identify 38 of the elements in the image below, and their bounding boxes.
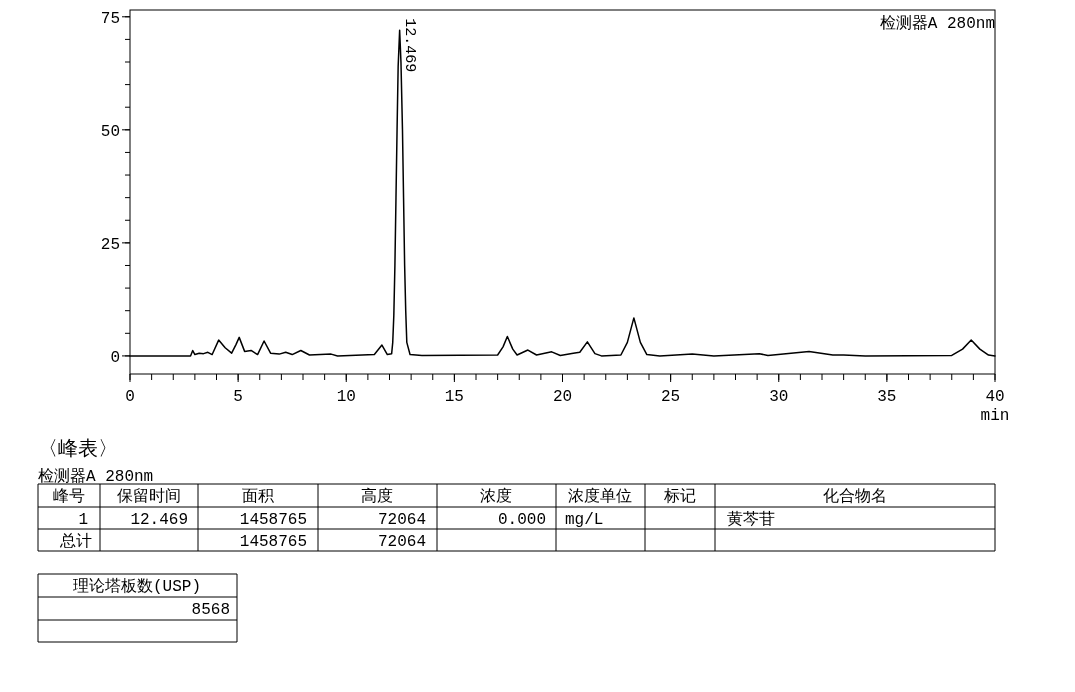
- text: 1458765: [239, 533, 307, 551]
- text: 1: [78, 511, 88, 529]
- text: 浓度单位: [568, 487, 632, 506]
- x-tick-label: 25: [661, 388, 681, 406]
- text: 8568: [191, 601, 230, 619]
- text: 化合物名: [823, 487, 887, 506]
- x-tick-label: 5: [233, 388, 243, 406]
- x-tick-label: 20: [552, 388, 573, 406]
- y-tick-label: 50: [100, 122, 120, 141]
- text: 黄芩苷: [727, 510, 775, 529]
- text: 浓度: [480, 487, 512, 506]
- text: 总计: [59, 532, 92, 551]
- x-tick-label: 15: [444, 388, 464, 406]
- x-tick-label: 40: [985, 388, 1005, 406]
- y-tick-label: 25: [100, 235, 120, 254]
- text: mg/L: [565, 511, 604, 529]
- y-tick-label: 75: [100, 9, 120, 28]
- text: 0.000: [497, 511, 546, 529]
- x-tick-label: 35: [877, 388, 897, 406]
- annotation: 12.469: [400, 18, 418, 73]
- text: 高度: [361, 487, 393, 506]
- text: 理论塔板数(USP): [72, 577, 202, 596]
- text: 标记: [663, 487, 696, 506]
- x-tick-label: 30: [769, 388, 789, 406]
- text: 72064: [377, 511, 426, 529]
- text: 保留时间: [117, 487, 181, 506]
- x-tick-label: 0: [125, 388, 135, 406]
- x-axis-title: min: [980, 407, 1010, 425]
- x-tick-label: 10: [336, 388, 356, 406]
- text: 检测器A 280nm: [38, 467, 154, 486]
- text: 峰号: [53, 488, 85, 506]
- text: 1458765: [239, 511, 307, 529]
- text: 面积: [242, 488, 274, 506]
- text: 〈峰表〉: [38, 438, 118, 461]
- text: 72064: [377, 533, 426, 551]
- y-tick-label: 0: [110, 348, 120, 367]
- text: 12.469: [130, 511, 188, 529]
- annotation: 检测器A 280nm: [879, 14, 995, 33]
